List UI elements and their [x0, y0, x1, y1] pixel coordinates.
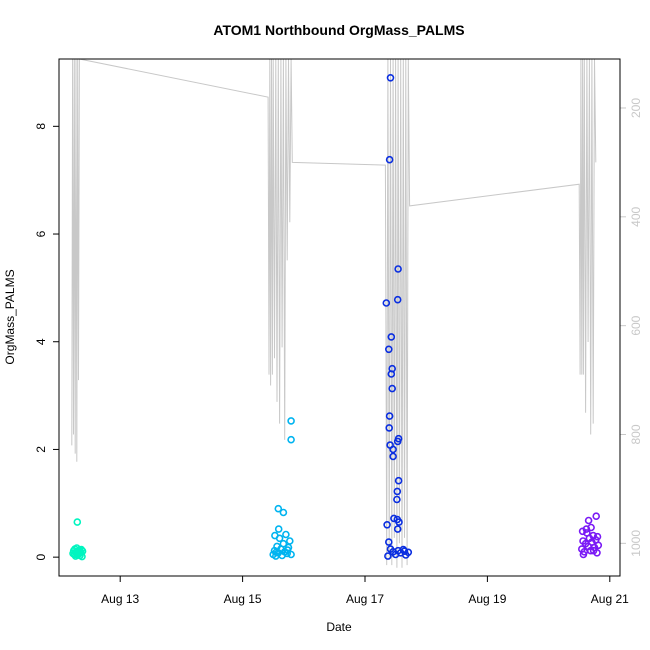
data-point [584, 516, 593, 525]
data-point [389, 445, 397, 454]
data-point [272, 548, 281, 557]
data-point [393, 295, 402, 304]
x-tick-label: Aug 15 [224, 592, 262, 606]
data-point [393, 495, 401, 504]
data-point [395, 518, 403, 526]
data-point [393, 437, 402, 446]
x-tick-label: Aug 21 [591, 592, 629, 606]
data-point [589, 546, 598, 555]
data-point [393, 487, 402, 496]
right-tick-label: 1000 [629, 530, 643, 557]
data-point [384, 345, 393, 354]
x-tick-label: Aug 19 [468, 592, 506, 606]
data-point [78, 547, 87, 556]
data-point [274, 525, 283, 533]
right-tick-label: 800 [629, 424, 643, 444]
data-point [385, 424, 394, 432]
data-point [384, 552, 392, 560]
data-point [384, 538, 393, 546]
right-tick-label: 200 [629, 98, 643, 118]
data-point [282, 530, 290, 539]
data-point [73, 518, 82, 526]
x-tick-label: Aug 13 [101, 592, 139, 606]
data-point [593, 532, 602, 541]
data-point [393, 525, 402, 533]
data-point [287, 417, 295, 425]
data-point [287, 435, 295, 444]
y-tick-label: 4 [34, 338, 48, 345]
data-point [387, 370, 396, 378]
data-point [594, 541, 603, 550]
data-point [385, 155, 394, 164]
data-point [387, 333, 396, 341]
data-point [271, 531, 279, 540]
x-axis-label: Date [326, 620, 352, 634]
data-point [382, 299, 391, 307]
chart-title: ATOM1 Northbound OrgMass_PALMS [213, 22, 464, 38]
altitude-trace-line [71, 58, 597, 568]
data-point [394, 476, 403, 485]
data-point [389, 452, 397, 461]
right-tick-label: 400 [629, 206, 643, 226]
data-point [388, 384, 397, 393]
data-point [285, 537, 294, 545]
right-tick-label: 600 [629, 315, 643, 335]
data-point [390, 514, 398, 523]
axes-layer: 0 2 4 6 8 Aug 13 Aug 15 Aug 17 Aug 19 Aug 21 200 40… [34, 98, 643, 606]
y-tick-label: 6 [34, 230, 48, 237]
plot-frame [58, 58, 621, 577]
y-axis-label: OrgMass_PALMS [3, 269, 17, 364]
data-point [283, 546, 292, 554]
data-point [386, 74, 395, 82]
data-point [582, 525, 591, 533]
data-point [274, 504, 283, 513]
x-tick-label: Aug 17 [346, 592, 384, 606]
data-point [400, 547, 409, 556]
data-point [385, 412, 394, 420]
data-point [279, 508, 288, 517]
y-tick-label: 0 [34, 553, 48, 560]
data-point [404, 548, 413, 557]
altitude-trace-layer [71, 58, 597, 568]
data-points-layer [69, 74, 603, 561]
y-tick-label: 2 [34, 446, 48, 453]
data-point [579, 550, 588, 559]
data-point [279, 539, 288, 548]
data-point [592, 512, 601, 521]
data-point [394, 265, 402, 273]
data-point [383, 520, 391, 529]
y-tick-label: 8 [34, 123, 48, 130]
